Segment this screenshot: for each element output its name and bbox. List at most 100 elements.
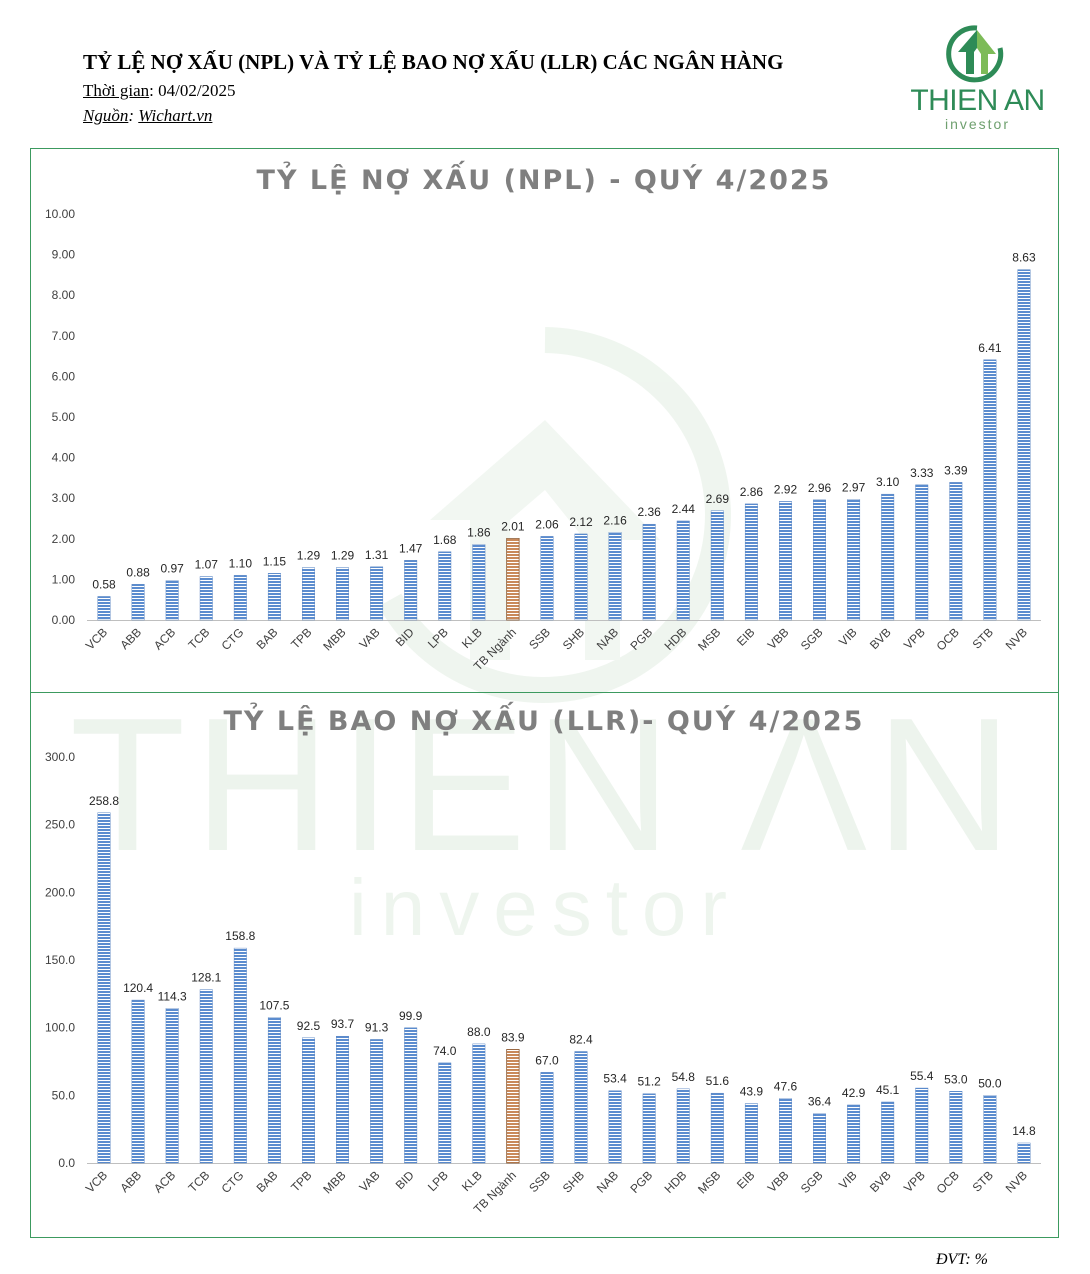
report-title: TỶ LỆ NỢ XẤU (NPL) VÀ TỶ LỆ BAO NỢ XẤU (… (83, 50, 784, 74)
y-tick-label: 300.0 (45, 750, 75, 764)
data-label: 158.8 (225, 929, 255, 943)
y-tick-label: 4.00 (52, 451, 76, 465)
y-tick-label: 6.00 (52, 369, 76, 383)
data-label: 47.6 (774, 1080, 798, 1094)
data-label: 107.5 (259, 999, 289, 1013)
data-label: 82.4 (569, 1032, 593, 1046)
data-label: 74.0 (433, 1044, 457, 1058)
bar (165, 580, 179, 621)
bar (847, 499, 861, 621)
x-tick-label: OCB (934, 1168, 962, 1196)
x-tick-label: MBB (320, 625, 348, 653)
bar (472, 544, 486, 621)
y-tick-label: 200.0 (45, 885, 75, 899)
bar (302, 1037, 315, 1164)
data-label: 45.1 (876, 1083, 900, 1097)
llr-chart-panel: TỶ LỆ BAO NỢ XẤU (LLR)- QUÝ 4/2025 0.0 50.… (30, 691, 1059, 1238)
bar (574, 1051, 588, 1164)
x-tick-label: NVB (1003, 625, 1030, 652)
y-tick-label: 2.00 (52, 532, 76, 546)
bar (949, 482, 963, 621)
x-tick-label: ACB (151, 1168, 178, 1195)
x-tick-label: TPB (288, 1168, 314, 1194)
source-label: Nguồn (83, 106, 129, 125)
bar (336, 1035, 349, 1164)
brand-logo: THIEN AN investor (900, 22, 1055, 134)
x-tick-label: VPB (901, 625, 928, 652)
bar (1017, 269, 1031, 621)
x-tick-label: SGB (798, 625, 826, 653)
x-tick-label: BAB (254, 1168, 281, 1195)
x-tick-label: STB (970, 625, 996, 651)
x-tick-label: SSB (526, 1168, 553, 1195)
data-label: 1.10 (229, 556, 253, 570)
data-label: 99.9 (399, 1009, 423, 1023)
bar (779, 501, 792, 621)
bar-industry-average (506, 1049, 520, 1164)
bar (267, 1017, 281, 1164)
bar (472, 1043, 486, 1164)
x-tick-label: VIB (836, 1168, 860, 1192)
unit-note: ĐVT: % (936, 1251, 988, 1268)
data-label: 2.92 (774, 482, 798, 496)
x-tick-label: LPB (425, 1168, 451, 1194)
data-label: 42.9 (842, 1086, 866, 1100)
report-date: Thời gian: 04/02/2025 (83, 81, 236, 100)
bar (370, 566, 384, 621)
x-tick-label: KLB (459, 1168, 485, 1194)
bar (847, 1104, 861, 1164)
bar (1017, 1142, 1031, 1164)
x-tick-label: HDB (662, 1168, 690, 1196)
x-tick-label: VCB (83, 625, 110, 652)
data-label: 120.4 (123, 981, 153, 995)
x-tick-label: ACB (151, 625, 178, 652)
x-tick-label: EIB (734, 625, 758, 649)
data-label: 92.5 (297, 1019, 321, 1033)
npl-chart-panel: TỶ LỆ NỢ XẤU (NPL) - QUÝ 4/2025 0.00 1.00 2… (30, 148, 1059, 693)
bar (813, 499, 826, 621)
bar (744, 503, 758, 621)
data-label: 43.9 (740, 1085, 764, 1099)
report-source: Nguồn: Wichart.vn (83, 106, 213, 125)
bar (131, 999, 145, 1164)
data-label: 128.1 (191, 971, 221, 985)
y-tick-label: 8.00 (52, 288, 76, 302)
date-label: Thời gian (83, 81, 150, 100)
x-tick-label: BAB (254, 625, 281, 652)
x-tick-label: NAB (594, 1168, 621, 1195)
x-tick-label: HDB (662, 625, 690, 653)
data-label: 55.4 (910, 1069, 934, 1083)
y-tick-label: 9.00 (52, 248, 76, 262)
data-label: 51.2 (637, 1075, 661, 1089)
x-tick-label: BVB (867, 625, 894, 652)
bar (97, 812, 111, 1164)
upward-arrow-circle-icon (946, 25, 1004, 83)
bar (540, 536, 554, 621)
bar (949, 1091, 963, 1164)
x-tick-label: VPB (901, 1168, 928, 1195)
data-label: 3.33 (910, 466, 934, 480)
x-tick-label: MSB (695, 1168, 723, 1196)
y-tick-label: 0.0 (58, 1156, 75, 1170)
bar (404, 1027, 418, 1164)
bar (574, 533, 588, 621)
x-tick-label: PGB (627, 1168, 655, 1196)
data-label: 8.63 (1012, 251, 1036, 265)
bar (710, 1092, 724, 1164)
x-tick-label: PGB (627, 625, 655, 653)
chart-title: TỶ LỆ BAO NỢ XẤU (LLR)- QUÝ 4/2025 (224, 701, 865, 737)
data-label: 0.58 (92, 577, 116, 591)
y-tick-label: 250.0 (45, 818, 75, 832)
x-tick-label: BVB (867, 1168, 894, 1195)
data-label: 2.16 (603, 513, 627, 527)
data-label: 1.07 (195, 558, 219, 572)
y-tick-label: 150.0 (45, 953, 75, 967)
y-tick-label: 100.0 (45, 1021, 75, 1035)
data-label: 1.86 (467, 525, 491, 539)
x-tick-label: ABB (117, 1168, 144, 1195)
x-tick-label: TCB (186, 625, 213, 652)
data-label: 53.0 (944, 1072, 968, 1086)
data-label: 83.9 (501, 1030, 525, 1044)
data-label: 2.12 (569, 515, 593, 529)
x-tick-label: SHB (560, 1168, 587, 1195)
